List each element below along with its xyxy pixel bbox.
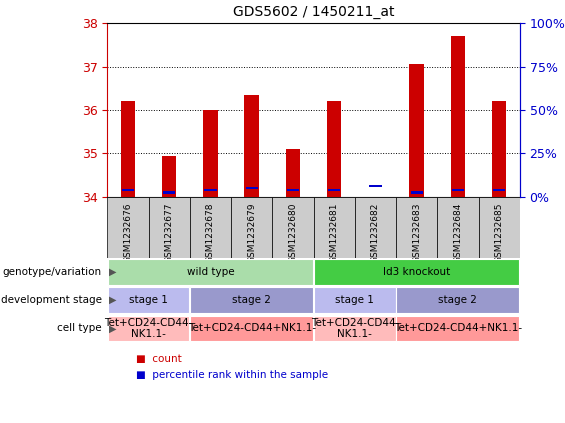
Text: GSM1232683: GSM1232683 bbox=[412, 203, 421, 264]
Text: ▶: ▶ bbox=[109, 324, 116, 333]
Text: stage 2: stage 2 bbox=[438, 295, 477, 305]
Text: wild type: wild type bbox=[186, 267, 234, 277]
Bar bbox=[287, 189, 299, 192]
Text: ■  count: ■ count bbox=[136, 354, 181, 364]
Bar bbox=[286, 149, 300, 197]
Bar bbox=[328, 189, 340, 192]
Bar bbox=[231, 197, 272, 258]
Bar bbox=[452, 189, 464, 192]
Bar bbox=[203, 110, 218, 197]
Bar bbox=[314, 287, 396, 313]
Bar bbox=[493, 189, 505, 192]
Text: development stage: development stage bbox=[1, 295, 102, 305]
Text: ▶: ▶ bbox=[109, 295, 116, 305]
Text: genotype/variation: genotype/variation bbox=[3, 267, 102, 277]
Bar bbox=[410, 64, 424, 197]
Bar bbox=[397, 287, 519, 313]
Text: GSM1232679: GSM1232679 bbox=[247, 203, 256, 264]
Bar bbox=[122, 189, 134, 192]
Bar bbox=[162, 156, 176, 197]
Bar bbox=[149, 197, 190, 258]
Text: GSM1232678: GSM1232678 bbox=[206, 203, 215, 264]
Bar bbox=[411, 191, 423, 194]
Text: cell type: cell type bbox=[57, 324, 102, 333]
Text: stage 1: stage 1 bbox=[129, 295, 168, 305]
Bar bbox=[314, 197, 355, 258]
Bar bbox=[121, 101, 135, 197]
Bar bbox=[355, 197, 396, 258]
Bar bbox=[190, 316, 313, 341]
Text: GSM1232684: GSM1232684 bbox=[454, 203, 462, 263]
Text: GSM1232680: GSM1232680 bbox=[289, 203, 297, 264]
Bar bbox=[108, 316, 189, 341]
Bar bbox=[190, 287, 313, 313]
Bar bbox=[451, 36, 465, 197]
Bar bbox=[437, 197, 479, 258]
Text: GSM1232677: GSM1232677 bbox=[165, 203, 173, 264]
Bar bbox=[108, 259, 313, 285]
Bar bbox=[190, 197, 231, 258]
Text: ▶: ▶ bbox=[109, 267, 116, 277]
Bar bbox=[107, 197, 149, 258]
Text: Tet+CD24-CD44-
NK1.1-: Tet+CD24-CD44- NK1.1- bbox=[105, 318, 193, 339]
Text: GSM1232681: GSM1232681 bbox=[330, 203, 338, 264]
Bar bbox=[163, 191, 175, 194]
Text: Tet+CD24-CD44+NK1.1-: Tet+CD24-CD44+NK1.1- bbox=[188, 324, 316, 333]
Bar bbox=[397, 316, 519, 341]
Bar bbox=[314, 259, 519, 285]
Text: Tet+CD24-CD44-
NK1.1-: Tet+CD24-CD44- NK1.1- bbox=[311, 318, 399, 339]
Bar bbox=[205, 189, 216, 192]
Bar bbox=[327, 101, 341, 197]
Text: stage 2: stage 2 bbox=[232, 295, 271, 305]
Text: ■  percentile rank within the sample: ■ percentile rank within the sample bbox=[136, 370, 328, 380]
Text: GSM1232682: GSM1232682 bbox=[371, 203, 380, 263]
Text: stage 1: stage 1 bbox=[336, 295, 374, 305]
Bar bbox=[396, 197, 437, 258]
Bar bbox=[492, 101, 506, 197]
Text: Id3 knockout: Id3 knockout bbox=[383, 267, 450, 277]
Bar bbox=[272, 197, 314, 258]
Text: GSM1232685: GSM1232685 bbox=[495, 203, 503, 264]
Bar bbox=[370, 184, 381, 187]
Title: GDS5602 / 1450211_at: GDS5602 / 1450211_at bbox=[233, 5, 394, 19]
Bar bbox=[108, 287, 189, 313]
Text: Tet+CD24-CD44+NK1.1-: Tet+CD24-CD44+NK1.1- bbox=[394, 324, 522, 333]
Bar bbox=[246, 187, 258, 190]
Bar bbox=[314, 316, 396, 341]
Bar bbox=[479, 197, 520, 258]
Bar bbox=[245, 95, 259, 197]
Text: GSM1232676: GSM1232676 bbox=[124, 203, 132, 264]
